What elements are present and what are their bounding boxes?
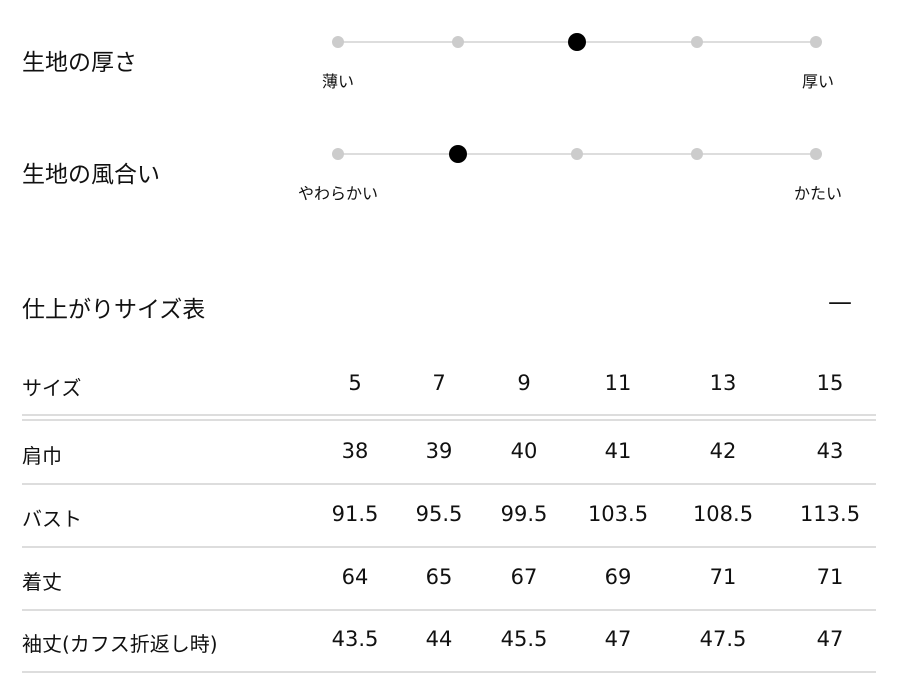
table-cell: 71 xyxy=(816,565,844,589)
table-cell: 71 xyxy=(709,565,737,589)
table-cell: 65 xyxy=(425,565,453,589)
divider xyxy=(22,609,876,611)
scale-point xyxy=(810,148,822,160)
table-cell: 39 xyxy=(425,439,453,463)
size-header-cell: 13 xyxy=(709,371,737,395)
size-header-label: サイズ xyxy=(22,376,82,400)
table-row-label: 肩巾 xyxy=(22,444,62,468)
scale-point-selected xyxy=(568,33,586,51)
table-cell: 69 xyxy=(604,565,632,589)
divider xyxy=(22,414,876,416)
table-row-label: 着丈 xyxy=(22,570,62,594)
scale-min-label: やわらかい xyxy=(297,184,379,203)
table-cell: 99.5 xyxy=(500,502,548,526)
size-header-cell: 5 xyxy=(348,371,362,395)
divider xyxy=(22,546,876,548)
slider-title: 生地の風合い xyxy=(22,162,160,188)
divider xyxy=(22,671,876,673)
scale-point xyxy=(691,148,703,160)
scale-point xyxy=(452,36,464,48)
scale-point xyxy=(571,148,583,160)
table-cell: 45.5 xyxy=(500,627,548,651)
slider-title: 生地の厚さ xyxy=(22,50,137,76)
table-cell: 91.5 xyxy=(331,502,379,526)
table-cell: 38 xyxy=(341,439,369,463)
size-table-title: 仕上がりサイズ表 xyxy=(22,297,206,323)
scale-point xyxy=(691,36,703,48)
scale-max-label: 厚い xyxy=(801,72,835,91)
table-cell: 95.5 xyxy=(415,502,463,526)
scale-point-selected xyxy=(449,145,467,163)
table-cell: 108.5 xyxy=(692,502,754,526)
table-cell: 43.5 xyxy=(331,627,379,651)
table-cell: 41 xyxy=(604,439,632,463)
table-row-label: バスト xyxy=(22,507,82,531)
table-cell: 44 xyxy=(425,627,453,651)
table-cell: 103.5 xyxy=(587,502,649,526)
divider xyxy=(22,483,876,485)
scale-point xyxy=(332,148,344,160)
table-cell: 47 xyxy=(816,627,844,651)
size-header-cell: 7 xyxy=(432,371,446,395)
rating-scale xyxy=(332,33,822,51)
table-row-label: 袖丈(カフス折返し時) xyxy=(22,632,218,656)
minus-icon[interactable]: — xyxy=(828,288,852,316)
scale-max-label: かたい xyxy=(793,184,843,203)
table-cell: 113.5 xyxy=(799,502,861,526)
table-cell: 43 xyxy=(816,439,844,463)
table-cell: 67 xyxy=(510,565,538,589)
size-header-cell: 15 xyxy=(816,371,844,395)
divider xyxy=(22,419,876,421)
rating-scale xyxy=(332,145,822,163)
table-cell: 47.5 xyxy=(699,627,747,651)
scale-point xyxy=(332,36,344,48)
scale-point xyxy=(810,36,822,48)
table-cell: 42 xyxy=(709,439,737,463)
table-cell: 47 xyxy=(604,627,632,651)
size-header-cell: 11 xyxy=(604,371,632,395)
table-cell: 64 xyxy=(341,565,369,589)
scale-min-label: 薄い xyxy=(321,72,355,91)
size-header-cell: 9 xyxy=(517,371,531,395)
table-cell: 40 xyxy=(510,439,538,463)
